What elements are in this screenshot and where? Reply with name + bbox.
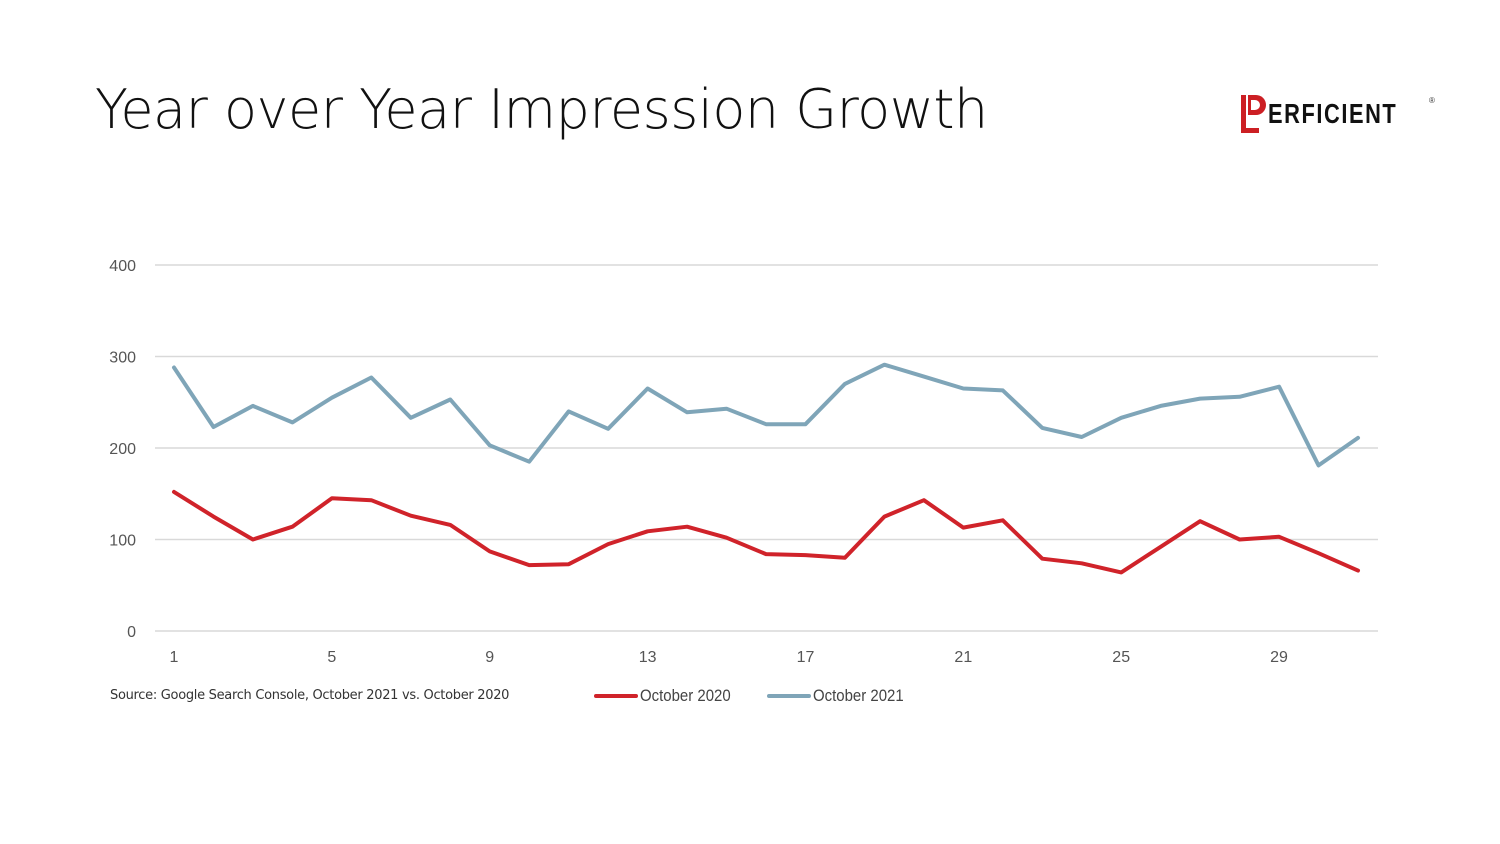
chart-legend: October 2020 October 2021 (594, 684, 940, 708)
source-note: Source: Google Search Console, October 2… (110, 688, 510, 703)
legend-item-october-2020: October 2020 (594, 686, 743, 706)
x-axis-tick-labels: 1 5 9 13 17 21 25 29 (170, 649, 1289, 666)
x-tick-label: 9 (485, 649, 494, 666)
series-lines (172, 362, 1360, 575)
grid-lines (155, 264, 1378, 632)
slide-title: Year over Year Impression Growth (95, 78, 988, 141)
x-tick-label: 17 (797, 649, 815, 666)
y-axis-tick-labels: 0 100 200 300 400 (109, 258, 136, 641)
legend-swatch-october-2020 (594, 694, 638, 698)
y-tick-label: 400 (109, 258, 136, 275)
perficient-logo-text: ERFICIENT (1268, 98, 1398, 129)
x-tick-label: 21 (954, 649, 972, 666)
legend-swatch-october-2021 (767, 694, 812, 698)
x-tick-label: 1 (170, 649, 179, 666)
legend-item-october-2021: October 2021 (767, 686, 916, 706)
x-tick-label: 29 (1270, 649, 1288, 666)
series-line-october-2020 (172, 489, 1360, 575)
legend-label-october-2020: October 2020 (640, 686, 731, 705)
y-tick-label: 300 (109, 350, 136, 367)
perficient-logo: ERFICIENT ® (1240, 92, 1435, 136)
y-tick-label: 100 (109, 533, 136, 550)
y-tick-label: 200 (109, 441, 136, 458)
x-tick-label: 25 (1112, 649, 1130, 666)
x-tick-label: 13 (639, 649, 657, 666)
y-tick-label: 0 (127, 624, 136, 641)
perficient-logo-mark-icon (1240, 93, 1266, 135)
series-line-october-2021 (172, 362, 1360, 468)
x-tick-label: 5 (327, 649, 336, 666)
legend-label-october-2021: October 2021 (813, 686, 904, 705)
registered-mark: ® (1429, 96, 1435, 105)
